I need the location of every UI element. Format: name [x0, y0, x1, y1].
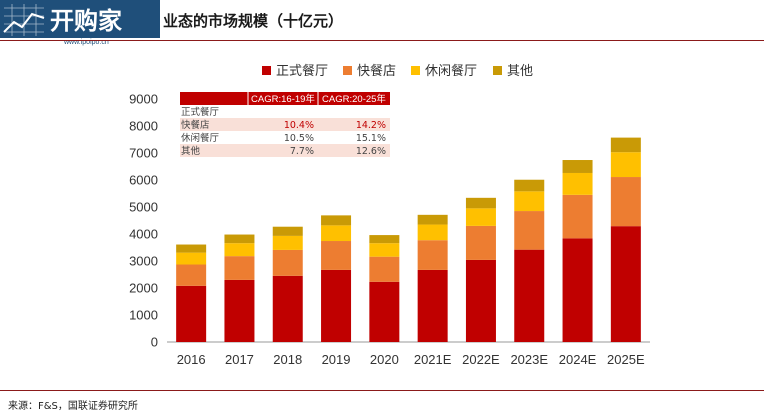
cagr-value-16-19: 10.5% [284, 133, 314, 144]
bar-segment [321, 269, 352, 342]
bar-segment [224, 256, 255, 280]
x-tick-label: 2018 [273, 352, 302, 367]
bar-segment [176, 252, 207, 265]
bar-segment [562, 172, 593, 195]
x-tick-label: 2022E [462, 352, 500, 367]
cagr-row-label: 正式餐厅 [181, 106, 220, 118]
bar-segment [224, 243, 255, 257]
cagr-row-bg [180, 144, 390, 157]
cagr-value-16-19: 7.7% [290, 146, 314, 157]
y-tick-label: 0 [151, 335, 158, 350]
cagr-row-label: 休闲餐厅 [181, 132, 220, 144]
y-tick-label: 5000 [129, 200, 158, 215]
bar-segment [369, 243, 400, 257]
y-tick-label: 2000 [129, 281, 158, 296]
logo-url: www.ipoipo.cn [63, 39, 109, 46]
bar-segment [272, 275, 303, 342]
legend-swatch [411, 66, 420, 75]
x-tick-label: 2017 [225, 352, 254, 367]
bar-segment [514, 179, 545, 192]
bar-segment [272, 235, 303, 250]
chart-bars [176, 137, 641, 342]
bar-segment [321, 241, 352, 270]
x-tick-label: 2019 [322, 352, 351, 367]
bar-segment [176, 244, 207, 253]
chart-legend: 正式餐厅 快餐店 休闲餐厅 其他 [262, 63, 533, 79]
bar-segment [417, 240, 448, 270]
bar-segment [562, 238, 593, 342]
legend-label: 正式餐厅 [276, 63, 328, 79]
bar-segment [417, 224, 448, 241]
x-tick-label: 2023E [510, 352, 548, 367]
x-tick-label: 2020 [370, 352, 399, 367]
legend-swatch [493, 66, 502, 75]
bar-segment [417, 269, 448, 342]
bar-segment [272, 226, 303, 236]
cagr-header-cell: CAGR:20-25年 [322, 93, 386, 105]
bar-segment [562, 194, 593, 239]
bar-segment [272, 249, 303, 276]
x-tick-label: 2021E [414, 352, 452, 367]
x-tick-label: 2024E [559, 352, 597, 367]
y-tick-label: 7000 [129, 146, 158, 161]
cagr-header-bg [180, 92, 390, 105]
bar-segment [465, 259, 496, 342]
logo: 开购家 www.ipoipo.cn [0, 0, 160, 46]
bar-segment [610, 137, 641, 153]
cagr-row-bg [180, 131, 390, 144]
logo-trend-icon [3, 12, 45, 33]
logo-text: 开购家 [50, 7, 122, 35]
bar-segment [465, 197, 496, 209]
y-tick-label: 8000 [129, 119, 158, 134]
cagr-value-20-25: 14.2% [356, 120, 386, 131]
legend-label: 快餐店 [357, 63, 396, 79]
bar-segment [369, 281, 400, 342]
source-divider [0, 390, 764, 391]
bar-segment [610, 177, 641, 227]
x-tick-label: 2016 [177, 352, 206, 367]
cagr-row-label: 快餐店 [181, 119, 210, 131]
bar-segment [417, 214, 448, 225]
cagr-row-bg [180, 118, 390, 131]
bar-segment [369, 235, 400, 244]
bar-segment [176, 264, 207, 286]
x-tick-label: 2025E [607, 352, 645, 367]
bar-segment [321, 215, 352, 226]
y-tick-label: 9000 [129, 92, 158, 107]
stacked-bar-chart: 正式餐厅 快餐店 休闲餐厅 其他 01000200030004000500060007… [129, 63, 650, 367]
y-tick-label: 3000 [129, 254, 158, 269]
cagr-header-cell: CAGR:16-19年 [251, 93, 315, 105]
bar-segment [465, 208, 496, 226]
title-divider [0, 40, 764, 41]
bar-segment [610, 226, 641, 342]
bar-segment [224, 234, 255, 244]
bar-segment [465, 225, 496, 260]
source-note: 来源：F&S，国联证券研究所 [8, 401, 138, 412]
legend-label: 其他 [507, 64, 533, 79]
bar-segment [369, 256, 400, 282]
bar-segment [321, 225, 352, 242]
cagr-value-20-25: 12.6% [356, 146, 386, 157]
y-tick-label: 1000 [129, 308, 158, 323]
bar-segment [610, 152, 641, 178]
bar-segment [514, 249, 545, 342]
cagr-value-16-19: 10.4% [284, 120, 314, 131]
bar-segment [514, 191, 545, 212]
bar-segment [224, 279, 255, 342]
cagr-row-bg [180, 105, 390, 118]
bar-segment [176, 285, 207, 342]
bar-segment [514, 211, 545, 250]
cagr-value-20-25: 15.1% [356, 133, 386, 144]
bar-segment [562, 160, 593, 173]
legend-swatch [262, 66, 271, 75]
chart-title: 业态的市场规模（十亿元） [163, 12, 344, 30]
y-tick-label: 6000 [129, 173, 158, 188]
y-tick-label: 4000 [129, 227, 158, 242]
legend-label: 休闲餐厅 [425, 63, 477, 79]
cagr-row-label: 其他 [181, 145, 201, 157]
legend-swatch [343, 66, 352, 75]
chart-axes: 0 1000 2000 3000 4000 5000 6000 7000 8000 9000 201… [129, 92, 650, 367]
